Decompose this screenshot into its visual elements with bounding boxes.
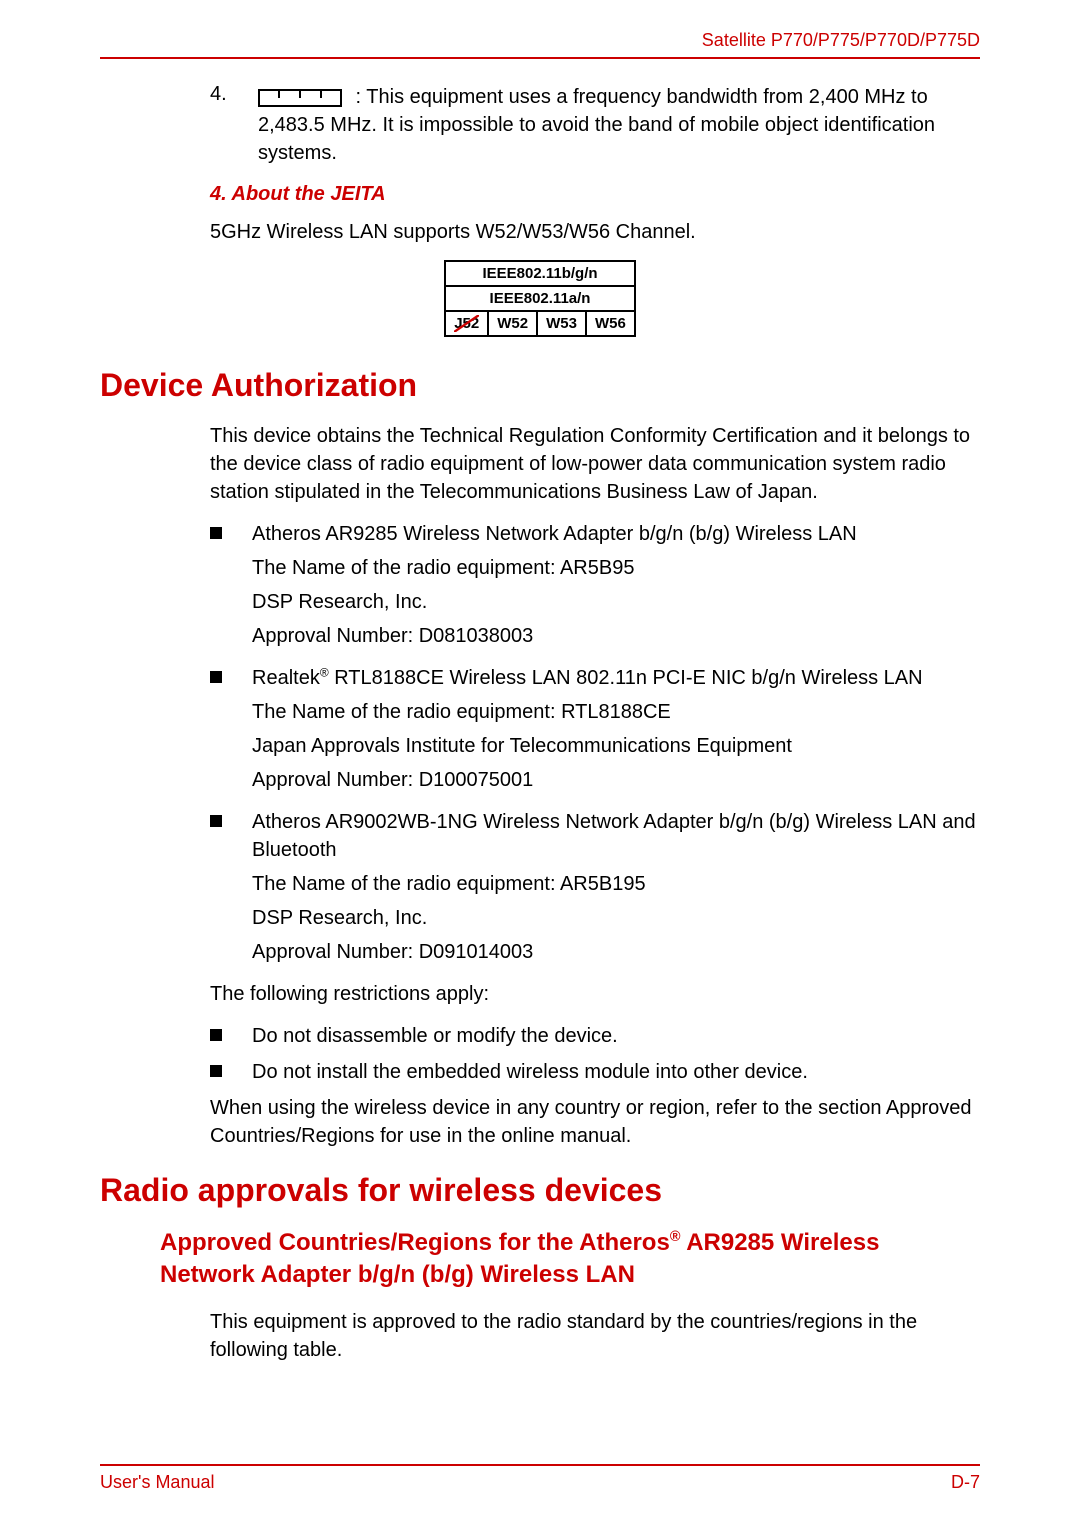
list-content: : This equipment uses a frequency bandwi… <box>258 83 980 167</box>
page-footer: User's Manual D-7 <box>100 1464 980 1493</box>
radio-text: This equipment is approved to the radio … <box>210 1308 980 1364</box>
bullet-icon <box>210 808 252 972</box>
line: Approval Number: D081038003 <box>252 622 857 650</box>
bullet-content: Realtek® RTL8188CE Wireless LAN 802.11n … <box>252 664 923 800</box>
jeita-heading: 4. About the JEITA <box>210 183 980 206</box>
list-item-4: 4. : This equipment uses a frequency ban… <box>210 83 980 167</box>
line: DSP Research, Inc. <box>252 588 857 616</box>
item4-text: : This equipment uses a frequency bandwi… <box>258 86 935 164</box>
page-header: Satellite P770/P775/P770D/P775D <box>100 30 980 59</box>
line: Japan Approvals Institute for Telecommun… <box>252 732 923 760</box>
line: The Name of the radio equipment: RTL8188… <box>252 698 923 726</box>
jeita-table: IEEE802.11b/g/n IEEE802.11a/n J52 W52 W5… <box>444 260 636 337</box>
list-item: Atheros AR9002WB-1NG Wireless Network Ad… <box>210 808 980 972</box>
bullet-content: Do not disassemble or modify the device. <box>252 1022 618 1050</box>
line: Atheros AR9285 Wireless Network Adapter … <box>252 520 857 548</box>
device-auth-intro: This device obtains the Technical Regula… <box>210 422 980 506</box>
page: Satellite P770/P775/P770D/P775D 4. : Thi… <box>0 0 1080 1521</box>
jeita-j52-cell: J52 <box>445 311 488 336</box>
bullet-content: Atheros AR9002WB-1NG Wireless Network Ad… <box>252 808 980 972</box>
list-item: Do not install the embedded wireless mod… <box>210 1058 980 1086</box>
bullet-content: Do not install the embedded wireless mod… <box>252 1058 808 1086</box>
list-item: Atheros AR9285 Wireless Network Adapter … <box>210 520 980 656</box>
radio-subheading: Approved Countries/Regions for the Ather… <box>160 1227 980 1292</box>
restrictions-list: Do not disassemble or modify the device.… <box>210 1022 980 1086</box>
frequency-box-icon <box>258 89 342 107</box>
bullet-icon <box>210 1058 252 1086</box>
line: Approval Number: D100075001 <box>252 766 923 794</box>
jeita-row2: IEEE802.11a/n <box>445 286 635 311</box>
line: Realtek® RTL8188CE Wireless LAN 802.11n … <box>252 664 923 692</box>
device-auth-heading: Device Authorization <box>100 367 980 404</box>
jeita-row1: IEEE802.11b/g/n <box>445 261 635 286</box>
device-auth-closing: When using the wireless device in any co… <box>210 1094 980 1150</box>
device-auth-list: Atheros AR9285 Wireless Network Adapter … <box>210 520 980 972</box>
strike-icon <box>454 315 479 332</box>
line: The Name of the radio equipment: AR5B95 <box>252 554 857 582</box>
bullet-icon <box>210 1022 252 1050</box>
product-name: Satellite P770/P775/P770D/P775D <box>702 30 980 50</box>
bullet-icon <box>210 664 252 800</box>
line: Atheros AR9002WB-1NG Wireless Network Ad… <box>252 808 980 864</box>
jeita-intro: 5GHz Wireless LAN supports W52/W53/W56 C… <box>210 218 980 246</box>
list-number: 4. <box>210 83 258 167</box>
jeita-w52: W52 <box>488 311 537 336</box>
footer-right: D-7 <box>951 1472 980 1493</box>
restrictions-intro: The following restrictions apply: <box>210 980 980 1008</box>
footer-left: User's Manual <box>100 1472 214 1493</box>
jeita-w53: W53 <box>537 311 586 336</box>
line: Approval Number: D091014003 <box>252 938 980 966</box>
list-item: Realtek® RTL8188CE Wireless LAN 802.11n … <box>210 664 980 800</box>
bullet-content: Atheros AR9285 Wireless Network Adapter … <box>252 520 857 656</box>
line: DSP Research, Inc. <box>252 904 980 932</box>
list-item: Do not disassemble or modify the device. <box>210 1022 980 1050</box>
bullet-icon <box>210 520 252 656</box>
jeita-w56: W56 <box>586 311 635 336</box>
line: The Name of the radio equipment: AR5B195 <box>252 870 980 898</box>
radio-heading: Radio approvals for wireless devices <box>100 1172 980 1209</box>
